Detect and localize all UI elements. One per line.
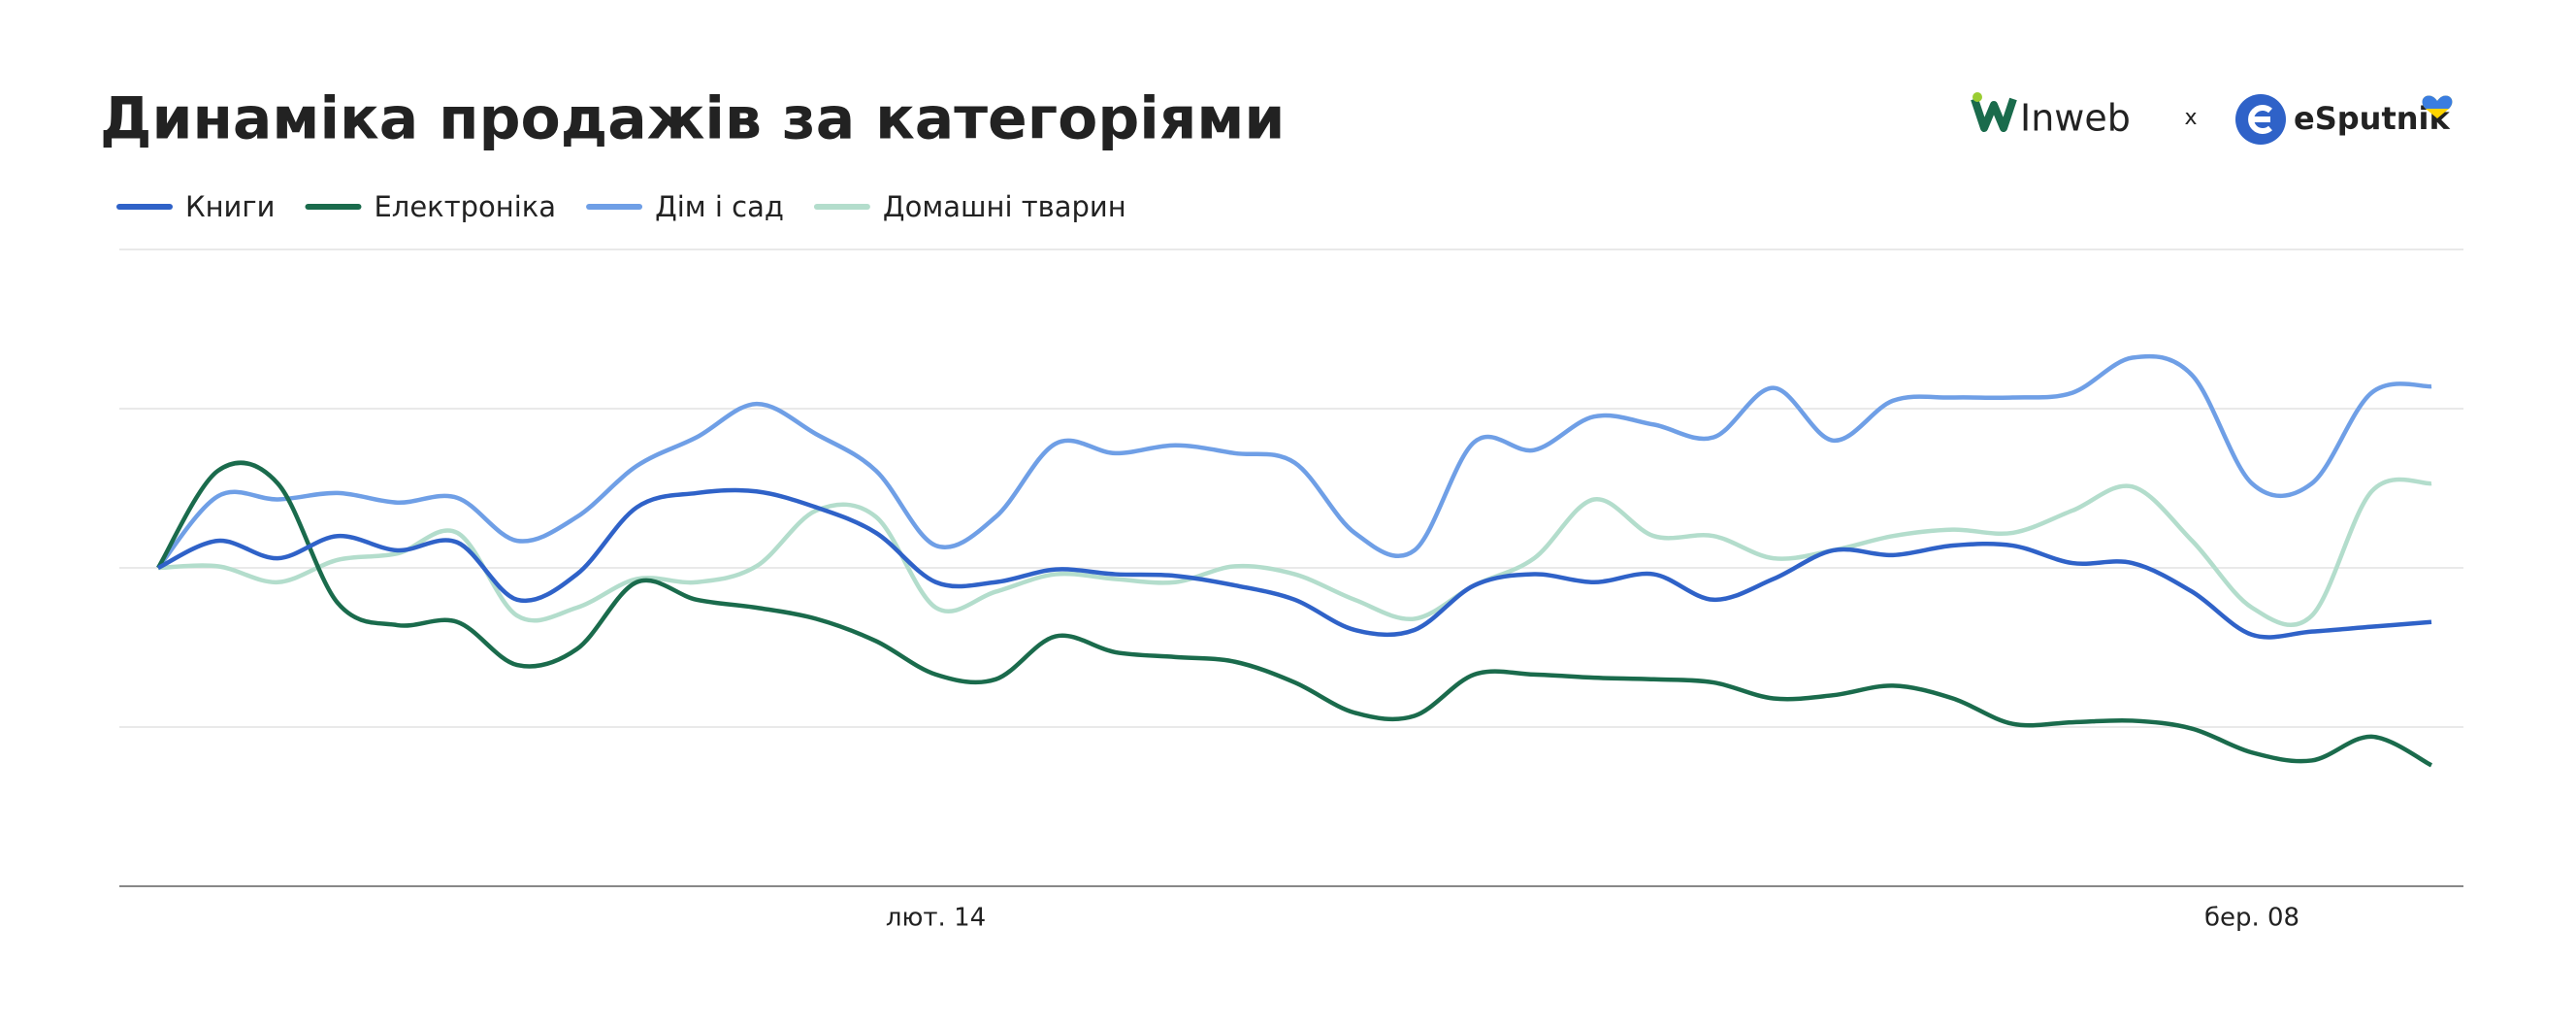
inweb-icon [1971, 97, 2017, 132]
legend-label: Книги [185, 190, 275, 223]
brand-separator: x [2184, 106, 2197, 130]
x-tick-label: бер. 08 [2204, 904, 2299, 933]
brand-esputnik: eSputnik [2235, 94, 2453, 145]
inweb-dot [1973, 92, 1982, 102]
esputnik-glyph [2248, 105, 2272, 134]
x-tick-label: лют. 14 [886, 904, 986, 933]
legend-label: Домашні тварин [883, 190, 1126, 223]
series-line [156, 460, 2433, 768]
series-line [157, 477, 2432, 628]
heart-icon [2422, 95, 2453, 109]
legend-label: Дім і сад [655, 190, 784, 223]
brand-name: Inweb [2020, 97, 2131, 140]
chart-title: Динаміка продажів за категоріями [100, 85, 1285, 153]
series-line [157, 487, 2432, 640]
series-line [156, 353, 2432, 570]
brand-inweb: Inweb [1971, 92, 2131, 140]
legend-label: Електроніка [374, 190, 556, 223]
